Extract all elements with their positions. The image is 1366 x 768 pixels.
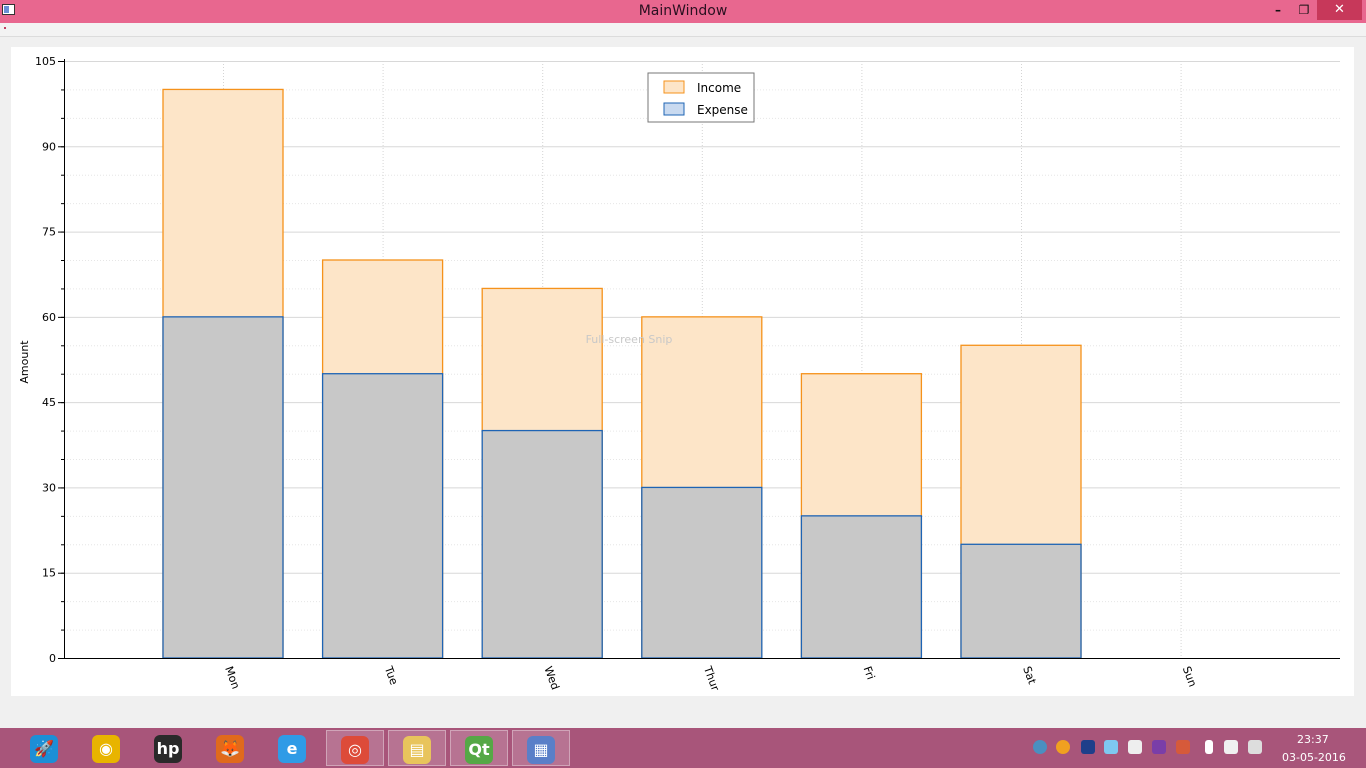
volume-icon[interactable] [1224, 740, 1238, 754]
rocket-icon: 🚀 [30, 735, 58, 763]
bar-expense-tue [321, 373, 444, 659]
internet-explorer-icon: e [278, 735, 306, 763]
legend-swatch-expense [663, 102, 685, 116]
x-tick-label: Tue [381, 664, 400, 687]
chrome-icon: ◎ [341, 736, 369, 764]
taskbar-app-internet-explorer[interactable]: e [264, 730, 322, 766]
taskbar-app-hp[interactable]: hp [140, 730, 198, 766]
minimize-button[interactable]: – [1275, 3, 1281, 17]
legend-swatch-income [663, 80, 685, 94]
y-tick-label: 45 [42, 396, 56, 409]
x-tick-label: Sun [1180, 665, 1199, 689]
firefox-icon: 🦊 [216, 735, 244, 763]
update-icon[interactable] [1056, 740, 1070, 754]
bar-expense-mon [162, 316, 284, 659]
taskbar-app-file-explorer[interactable]: ▤ [388, 730, 446, 766]
signal-strength-icon[interactable] [1248, 740, 1262, 754]
menu-bar [0, 23, 1366, 37]
window-title: MainWindow [638, 3, 728, 19]
onenote-icon[interactable] [1152, 740, 1166, 754]
taskbar-app-mainwindow-app[interactable]: ▦ [512, 730, 570, 766]
menu-indicator [4, 27, 6, 29]
hp-icon: hp [154, 735, 182, 763]
qt-creator-icon: Qt [465, 736, 493, 764]
restore-button[interactable]: ❐ [1298, 3, 1310, 17]
y-axis-label: Amount [18, 340, 31, 384]
x-tick-label: Thur [701, 664, 722, 694]
x-tick-label: Sat [1020, 665, 1039, 687]
bluetooth-icon[interactable] [1081, 740, 1095, 754]
legend-label-income: Income [697, 81, 741, 95]
tools-icon[interactable] [1176, 740, 1190, 754]
battery-icon[interactable] [1205, 740, 1213, 754]
chart-legend[interactable]: Income Expense [647, 72, 755, 123]
mainwindow-app-icon: ▦ [527, 736, 555, 764]
bars [162, 88, 1082, 659]
x-tick-label: Wed [541, 665, 561, 692]
media-player-icon: ◉ [92, 735, 120, 763]
y-tick-label: 75 [42, 226, 56, 239]
network-globe-icon[interactable] [1033, 740, 1047, 754]
title-bar: MainWindow – ❐ ✕ [0, 0, 1366, 23]
taskbar-app-rocket[interactable]: 🚀 [16, 730, 74, 766]
snip-overlay-text: Full-screen Snip [586, 333, 673, 346]
action-center-flag-icon[interactable] [1128, 740, 1142, 754]
bar-expense-thur [641, 486, 763, 659]
y-tick-label: 0 [49, 652, 56, 665]
x-tick-label: Mon [222, 665, 242, 691]
y-tick-label: 105 [35, 55, 56, 68]
legend-label-expense: Expense [697, 103, 748, 117]
y-tick-label: 15 [42, 567, 56, 580]
chart-panel: 0 15 30 45 60 75 90 105 Mon Tue Wed Thur Fri Sat Sun A… [11, 47, 1354, 696]
taskbar-app-qt-creator[interactable]: Qt [450, 730, 508, 766]
taskbar-app-chrome[interactable]: ◎ [326, 730, 384, 766]
bar-expense-wed [481, 429, 603, 659]
y-tick-label: 60 [42, 311, 56, 324]
taskbar-app-media-player[interactable]: ◉ [78, 730, 136, 766]
bar-chart: 0 15 30 45 60 75 90 105 Mon Tue Wed Thur Fri Sat Sun A… [18, 55, 1340, 694]
y-tick-label: 90 [42, 140, 56, 153]
y-tick-label: 30 [42, 481, 56, 494]
bar-expense-fri [800, 515, 923, 659]
clock-time[interactable]: 23:37 [1297, 733, 1329, 746]
clock-date[interactable]: 03-05-2016 [1282, 751, 1346, 764]
close-button[interactable]: ✕ [1317, 0, 1362, 20]
snowflake-icon[interactable] [1104, 740, 1118, 754]
file-explorer-icon: ▤ [403, 736, 431, 764]
x-tick-label: Fri [861, 665, 878, 682]
taskbar-app-firefox[interactable]: 🦊 [202, 730, 260, 766]
bar-expense-sat [960, 543, 1082, 659]
window-app-icon[interactable] [2, 4, 15, 15]
